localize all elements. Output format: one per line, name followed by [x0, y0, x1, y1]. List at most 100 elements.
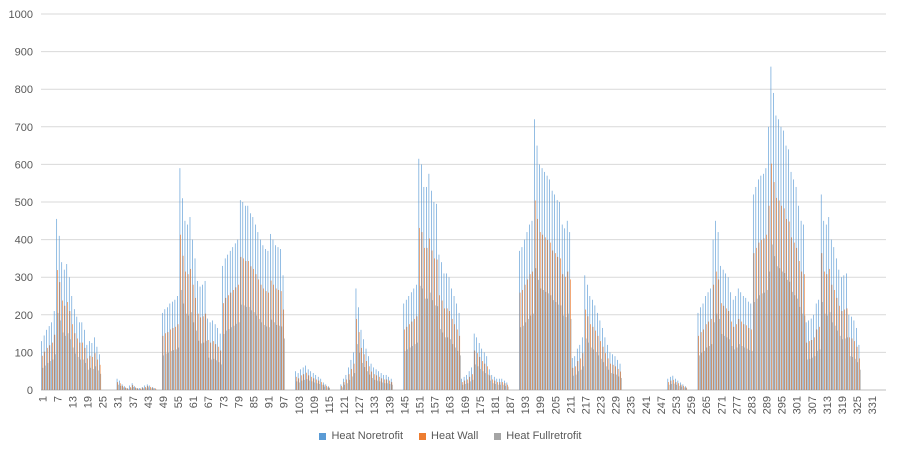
bar-heat-fullretrofit [309, 380, 310, 390]
bar-heat-fullretrofit [75, 353, 76, 390]
bar-heat-noretrofit [348, 367, 349, 390]
bar-heat-noretrofit [820, 194, 822, 390]
bar-heat-fullretrofit [188, 315, 190, 390]
x-tick-label: 181 [490, 396, 502, 414]
bar-heat-noretrofit [773, 92, 774, 391]
bar-heat-noretrofit [539, 164, 540, 390]
bar-heat-wall [786, 218, 787, 390]
legend-item-noretrofit: Heat Noretrofit [319, 430, 403, 442]
bar-heat-noretrofit [675, 378, 676, 390]
bar-heat-fullretrofit [444, 337, 446, 390]
x-tick-label: 235 [626, 396, 638, 414]
bar-heat-fullretrofit [724, 335, 725, 390]
bar-heat-wall [698, 335, 699, 390]
bar-heat-wall [434, 258, 435, 390]
bar-heat-fullretrofit [412, 346, 413, 390]
bar-heat-wall [235, 287, 237, 390]
bar-heat-fullretrofit [97, 370, 99, 390]
x-tick-label: 145 [399, 396, 411, 414]
bar-heat-fullretrofit [555, 302, 557, 390]
bar-heat-noretrofit [129, 385, 130, 390]
bar-heat-noretrofit [742, 296, 744, 390]
bar-heat-wall [559, 258, 561, 390]
bar-heat-noretrofit [164, 309, 166, 390]
bar-heat-fullretrofit [457, 350, 459, 390]
bar-heat-noretrofit [207, 318, 208, 390]
bar-heat-noretrofit [559, 202, 560, 390]
bar-heat-fullretrofit [779, 268, 781, 390]
bar-heat-noretrofit [307, 369, 309, 390]
bar-heat-wall [715, 271, 717, 390]
bar-heat-fullretrofit [85, 362, 86, 390]
bar-heat-noretrofit [443, 273, 445, 390]
bar-heat-fullretrofit [123, 387, 124, 390]
x-tick-label: 31 [113, 396, 125, 408]
bar-heat-wall [215, 344, 217, 390]
y-tick-labels: 0 100 200 300 400 500 600 700 800 900 1000 [9, 9, 33, 397]
bar-heat-wall [549, 242, 551, 390]
bar-heat-fullretrofit [854, 358, 856, 390]
bar-heat-wall [497, 382, 498, 390]
bar-heat-noretrofit [421, 164, 422, 390]
bar-heat-wall [844, 309, 845, 390]
bar-heat-fullretrofit [80, 359, 81, 390]
bar-heat-fullretrofit [95, 366, 97, 390]
bar-heat-fullretrofit [676, 384, 677, 390]
bar-heat-noretrofit [84, 329, 85, 390]
bar-heat-noretrofit [355, 288, 357, 390]
bar-heat-noretrofit [219, 333, 221, 390]
bar-heat-fullretrofit [852, 356, 854, 390]
legend-swatch-noretrofit [319, 432, 327, 440]
bar-heat-wall [426, 247, 428, 390]
bar-heat-noretrofit [463, 376, 465, 390]
bar-heat-wall [768, 205, 770, 390]
bar-heat-wall [595, 330, 596, 390]
bar-heat-wall [778, 200, 780, 390]
bar-heat-noretrofit [574, 356, 576, 390]
bar-heat-noretrofit [815, 303, 817, 390]
bar-heat-wall [89, 355, 91, 390]
bar-heat-fullretrofit [548, 293, 549, 390]
bar-heat-fullretrofit [261, 322, 263, 390]
bar-heat-fullretrofit [829, 312, 831, 390]
bar-heat-wall [87, 358, 88, 390]
bar-heat-noretrofit [214, 324, 216, 390]
bar-heat-wall [567, 271, 569, 390]
bar-heat-wall [175, 326, 176, 390]
bar-heat-fullretrofit [231, 327, 232, 390]
bar-heat-wall [150, 386, 151, 390]
bar-heat-wall [803, 274, 805, 390]
bar-heat-wall [708, 321, 710, 390]
bar-heat-wall [255, 274, 257, 390]
bar-heat-fullretrofit [253, 312, 255, 390]
bar-heat-wall [142, 387, 144, 390]
bar-heat-fullretrofit [600, 358, 602, 390]
x-tick-label: 187 [505, 396, 517, 414]
bar-heat-noretrofit [476, 337, 478, 390]
bar-heat-noretrofit [602, 327, 603, 390]
bar-heat-noretrofit [192, 239, 193, 390]
x-tick-label: 331 [867, 396, 879, 414]
bar-heat-noretrofit [793, 179, 794, 390]
bar-heat-noretrofit [66, 264, 68, 390]
bar-heat-wall [313, 378, 315, 390]
bar-heat-fullretrofit [203, 342, 205, 390]
bar-heat-noretrofit [385, 374, 387, 390]
bar-heat-noretrofit [808, 320, 809, 390]
bar-heat-wall [378, 376, 380, 390]
bar-heat-noretrofit [730, 292, 732, 390]
bar-heat-wall [386, 379, 388, 390]
bar-heat-noretrofit [813, 314, 814, 390]
x-tick-label: 79 [233, 396, 245, 408]
bar-heat-fullretrofit [736, 347, 738, 390]
bar-heat-wall [202, 316, 204, 390]
bar-heat-fullretrofit [568, 313, 569, 390]
bar-heat-fullretrofit [734, 349, 735, 390]
bar-heat-wall [190, 268, 191, 390]
bar-heat-fullretrofit [367, 371, 368, 390]
bar-heat-noretrofit [722, 269, 724, 390]
bar-heat-noretrofit [76, 316, 78, 390]
bar-heat-fullretrofit [455, 347, 456, 390]
bar-heat-wall [849, 337, 850, 390]
bar-heat-noretrofit [790, 171, 792, 390]
